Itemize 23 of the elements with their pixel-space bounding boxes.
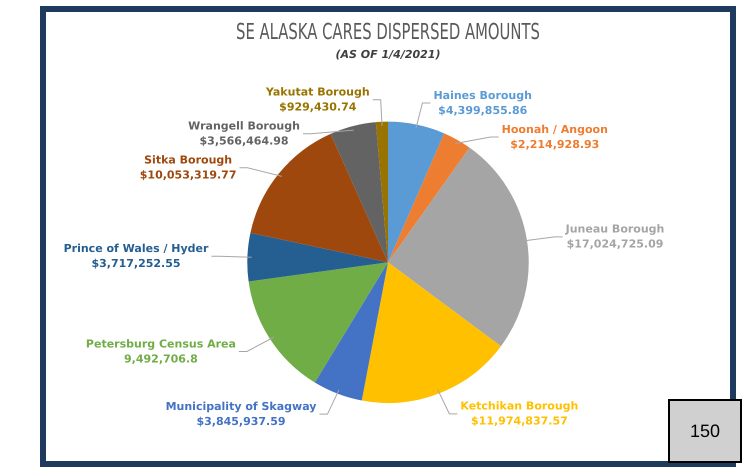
slice-label: Petersburg Census Area [86, 337, 236, 350]
data-label: $10,053,319.77 [140, 168, 236, 182]
slice-label: Municipality of Skagway [166, 400, 316, 414]
chart-subtitle: (AS OF 1/4/2021) [336, 48, 440, 61]
slice-label: Yakutat Borough [264, 86, 370, 99]
slice-label: Wrangell Borough [188, 120, 300, 133]
data-label: $3,566,464.98 [200, 134, 289, 148]
slice-label: Haines Borough [433, 88, 532, 102]
data-label: $11,974,837.57 [471, 414, 568, 428]
data-label: $3,717,252.55 [91, 257, 181, 270]
data-label: $929,430.74 [279, 100, 357, 114]
slice-label: Ketchikan Borough [460, 400, 578, 413]
data-label: $3,845,937.59 [196, 415, 286, 428]
slice-label: Prince of Wales / Hyder [64, 242, 209, 256]
data-label: $2,214,928.93 [510, 138, 600, 151]
text: 150 [668, 399, 742, 463]
slice-label: Sitka Borough [144, 154, 232, 167]
data-label: $17,024,725.09 [566, 238, 664, 251]
data-label: 9,492,706.8 [124, 352, 198, 366]
slice-label: Juneau Borough [564, 222, 664, 236]
data-label: $4,399,855.86 [438, 104, 528, 117]
slice-label: Hoonah / Angoon [502, 122, 608, 136]
chart-title: SE ALASKA CARES DISPERSED AMOUNTS [236, 20, 540, 45]
